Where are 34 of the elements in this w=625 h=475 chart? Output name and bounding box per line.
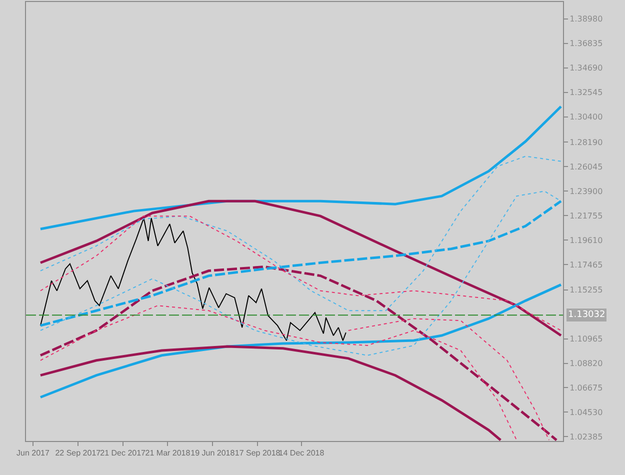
line-series bbox=[40, 218, 346, 342]
line-series bbox=[39, 345, 502, 441]
x-tick-label: 21 Dec 2017 bbox=[100, 448, 146, 458]
y-tick-label: 1.08820 bbox=[570, 359, 603, 368]
y-tick-label: 1.06675 bbox=[570, 384, 603, 393]
y-tick-label: 1.38980 bbox=[570, 14, 603, 24]
x-tick-label: 17 Sep 2018 bbox=[234, 448, 281, 458]
line-series bbox=[39, 283, 562, 399]
line-series bbox=[40, 156, 562, 312]
line-series bbox=[40, 190, 562, 356]
line-series bbox=[40, 305, 518, 441]
y-tick-label: 1.28190 bbox=[570, 138, 603, 147]
y-tick-label: 1.34690 bbox=[570, 64, 603, 73]
y-tick-label: 1.02385 bbox=[570, 432, 603, 442]
y-tick-label: 1.36835 bbox=[570, 39, 603, 48]
y-tick-label: 1.21755 bbox=[570, 211, 603, 220]
y-tick-label: 1.32545 bbox=[570, 88, 603, 98]
y-tick-label: 1.26045 bbox=[570, 162, 603, 172]
y-tick-label: 1.10965 bbox=[570, 334, 603, 344]
x-tick-label: 14 Dec 2018 bbox=[278, 448, 325, 458]
x-tick-label: Jun 2017 bbox=[16, 448, 50, 458]
ref-line-label: 1.13032 bbox=[568, 310, 606, 320]
y-tick-label: 1.17465 bbox=[570, 260, 603, 270]
x-tick-label: 19 Jun 2018 bbox=[190, 448, 236, 458]
y-tick-label: 1.30400 bbox=[570, 112, 603, 122]
x-tick-label: 22 Sep 2017 bbox=[55, 448, 102, 458]
y-tick-label: 1.04530 bbox=[570, 408, 603, 418]
line-series bbox=[348, 318, 550, 441]
line-series bbox=[40, 216, 562, 331]
y-tick-label: 1.23900 bbox=[570, 186, 603, 196]
line-series bbox=[39, 266, 558, 441]
y-tick-label: 1.19610 bbox=[570, 236, 603, 245]
y-tick-label: 1.15255 bbox=[570, 286, 603, 295]
x-tick-label: 21 Mar 2018 bbox=[145, 448, 191, 458]
